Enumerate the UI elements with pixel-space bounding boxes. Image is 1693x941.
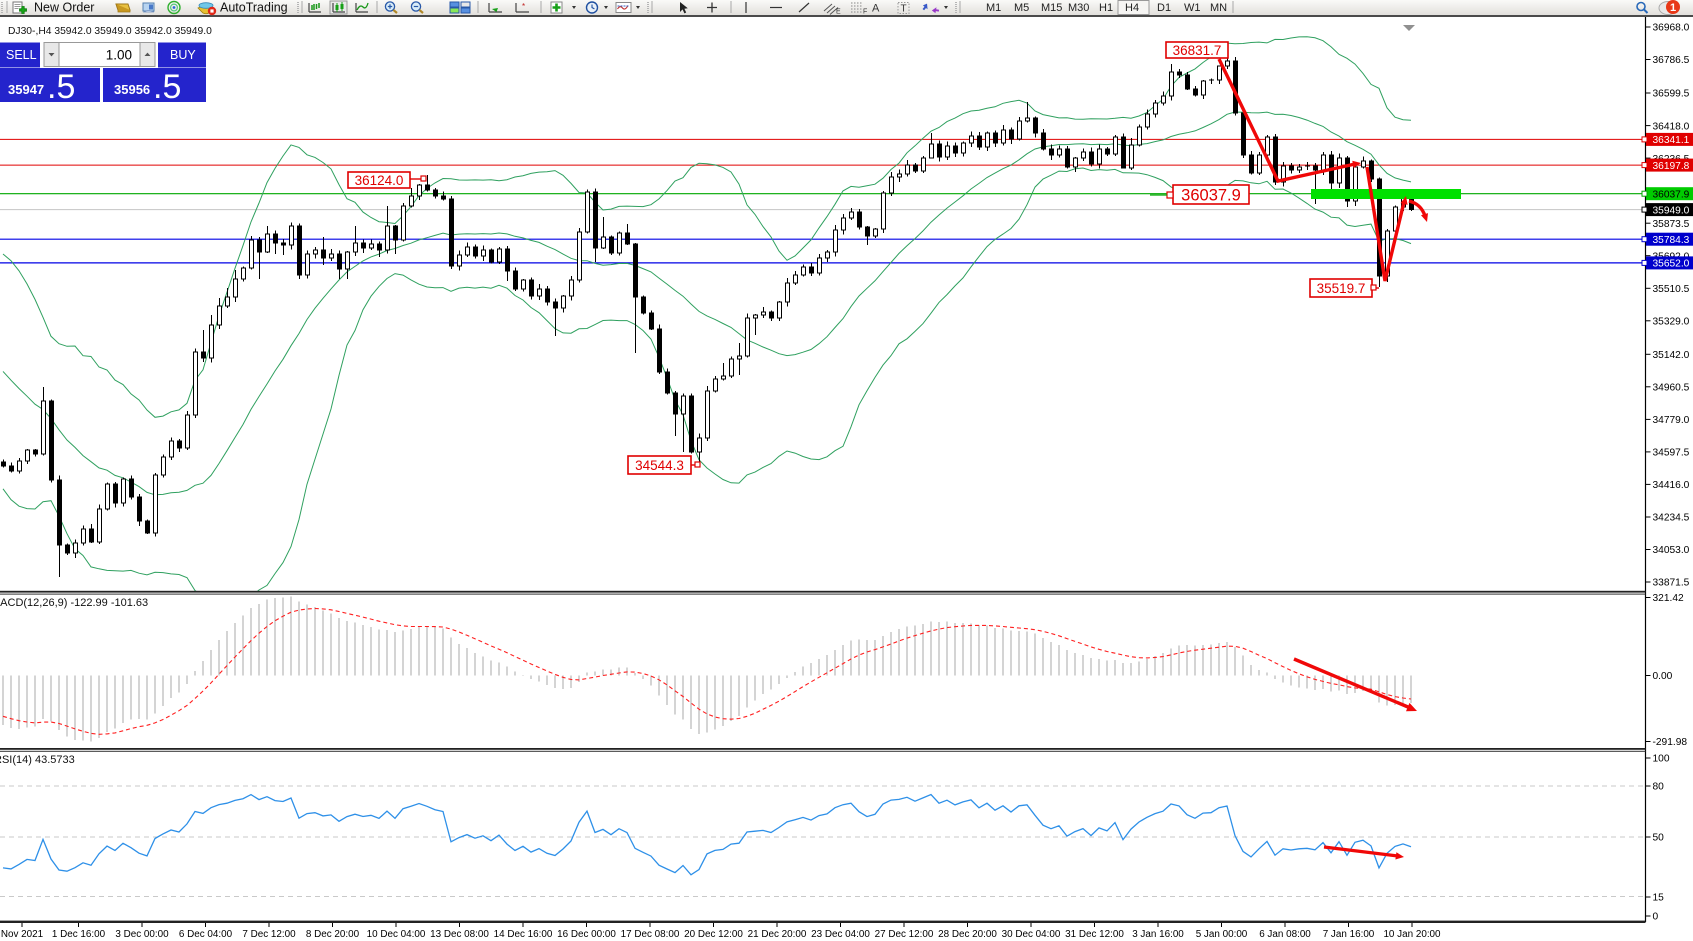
svg-text:321.42: 321.42 <box>1653 593 1684 604</box>
svg-text:36037.9: 36037.9 <box>1653 189 1690 200</box>
svg-text:36831.7: 36831.7 <box>1173 43 1222 58</box>
svg-text:.5: .5 <box>153 68 181 106</box>
svg-text:20 Dec 12:00: 20 Dec 12:00 <box>684 929 743 940</box>
svg-text:0.00: 0.00 <box>1653 671 1673 682</box>
svg-text:7 Dec 12:00: 7 Dec 12:00 <box>242 929 296 940</box>
svg-text:50: 50 <box>1653 833 1665 844</box>
svg-text:35956: 35956 <box>114 82 150 97</box>
svg-text:34544.3: 34544.3 <box>635 458 684 473</box>
svg-text:10 Dec 04:00: 10 Dec 04:00 <box>367 929 426 940</box>
svg-text:35784.3: 35784.3 <box>1653 235 1690 246</box>
svg-text:36418.0: 36418.0 <box>1653 121 1690 132</box>
svg-text:80: 80 <box>1653 782 1665 793</box>
svg-text:A: A <box>872 3 880 15</box>
svg-text:34416.0: 34416.0 <box>1653 480 1690 491</box>
svg-text:1.00: 1.00 <box>106 48 132 63</box>
svg-text:23 Dec 04:00: 23 Dec 04:00 <box>811 929 870 940</box>
svg-text:D1: D1 <box>1157 2 1171 14</box>
svg-text:36786.5: 36786.5 <box>1653 55 1690 66</box>
svg-text:35329.0: 35329.0 <box>1653 317 1690 328</box>
svg-text:16 Dec 00:00: 16 Dec 00:00 <box>557 929 616 940</box>
svg-text:14 Dec 16:00: 14 Dec 16:00 <box>494 929 553 940</box>
svg-text:15: 15 <box>1653 893 1665 904</box>
svg-text:0: 0 <box>1653 912 1659 923</box>
svg-text:F: F <box>863 9 867 16</box>
svg-text:36599.5: 36599.5 <box>1653 89 1690 100</box>
svg-text:34234.5: 34234.5 <box>1653 513 1690 524</box>
svg-text:M30: M30 <box>1068 2 1089 14</box>
svg-text:7 Jan 16:00: 7 Jan 16:00 <box>1323 929 1375 940</box>
svg-text:H4: H4 <box>1125 2 1139 14</box>
svg-text:6 Dec 04:00: 6 Dec 04:00 <box>179 929 233 940</box>
svg-text:M5: M5 <box>1014 2 1029 14</box>
svg-text:10 Jan 20:00: 10 Jan 20:00 <box>1383 929 1441 940</box>
svg-text:13 Dec 08:00: 13 Dec 08:00 <box>430 929 489 940</box>
svg-text:M15: M15 <box>1041 2 1062 14</box>
svg-text:-291.98: -291.98 <box>1653 737 1688 748</box>
svg-text:BUY: BUY <box>170 48 196 62</box>
svg-text:17 Dec 08:00: 17 Dec 08:00 <box>621 929 680 940</box>
svg-text:MN: MN <box>1210 2 1227 14</box>
svg-text:1 Dec 16:00: 1 Dec 16:00 <box>52 929 106 940</box>
svg-text:35873.5: 35873.5 <box>1653 219 1690 230</box>
svg-text:H1: H1 <box>1099 2 1113 14</box>
svg-text:35142.0: 35142.0 <box>1653 350 1690 361</box>
svg-text:30 Dec 04:00: 30 Dec 04:00 <box>1002 929 1061 940</box>
svg-text:35947: 35947 <box>8 82 44 97</box>
svg-text:36197.8: 36197.8 <box>1653 161 1690 172</box>
svg-text:34779.0: 34779.0 <box>1653 415 1690 426</box>
svg-text:MACD(12,26,9) -122.99 -101.63: MACD(12,26,9) -122.99 -101.63 <box>0 597 148 609</box>
svg-text:SELL: SELL <box>6 48 37 62</box>
svg-text:Nov 2021: Nov 2021 <box>1 929 44 940</box>
svg-text:DJ30-,H4 35942.0 35949.0 3594: DJ30-,H4 35942.0 35949.0 35942.0 35949.0 <box>8 26 212 37</box>
svg-text:28 Dec 20:00: 28 Dec 20:00 <box>938 929 997 940</box>
svg-text:33871.5: 33871.5 <box>1653 578 1690 589</box>
svg-text:RSI(14) 43.5733: RSI(14) 43.5733 <box>0 754 75 766</box>
svg-text:E: E <box>836 9 841 16</box>
svg-text:New Order: New Order <box>34 1 94 15</box>
svg-text:36124.0: 36124.0 <box>355 173 404 188</box>
svg-text:3 Dec 00:00: 3 Dec 00:00 <box>115 929 169 940</box>
svg-text:34960.5: 34960.5 <box>1653 383 1690 394</box>
svg-text:8 Dec 20:00: 8 Dec 20:00 <box>306 929 360 940</box>
svg-text:35949.0: 35949.0 <box>1653 205 1690 216</box>
svg-text:35519.7: 35519.7 <box>1317 281 1366 296</box>
svg-text:35510.5: 35510.5 <box>1653 284 1690 295</box>
svg-text:M1: M1 <box>986 2 1001 14</box>
svg-text:36341.1: 36341.1 <box>1653 135 1690 146</box>
svg-text:.5: .5 <box>47 68 75 106</box>
svg-text:W1: W1 <box>1184 2 1201 14</box>
svg-text:34597.5: 34597.5 <box>1653 448 1690 459</box>
svg-text:31 Dec 12:00: 31 Dec 12:00 <box>1065 929 1124 940</box>
svg-text:100: 100 <box>1653 754 1670 765</box>
svg-text:5 Jan 00:00: 5 Jan 00:00 <box>1196 929 1248 940</box>
svg-text:35652.0: 35652.0 <box>1653 259 1690 270</box>
svg-text:6 Jan 08:00: 6 Jan 08:00 <box>1259 929 1311 940</box>
svg-text:3 Jan 16:00: 3 Jan 16:00 <box>1132 929 1184 940</box>
svg-text:AutoTrading: AutoTrading <box>220 1 288 15</box>
svg-text:*: * <box>522 2 525 11</box>
svg-text:27 Dec 12:00: 27 Dec 12:00 <box>875 929 934 940</box>
svg-text:36037.9: 36037.9 <box>1181 186 1241 204</box>
svg-text:T: T <box>901 4 907 15</box>
svg-text:1: 1 <box>1670 2 1676 14</box>
svg-text:36968.0: 36968.0 <box>1653 23 1690 34</box>
svg-text:34053.0: 34053.0 <box>1653 545 1690 556</box>
svg-text:21 Dec 20:00: 21 Dec 20:00 <box>748 929 807 940</box>
